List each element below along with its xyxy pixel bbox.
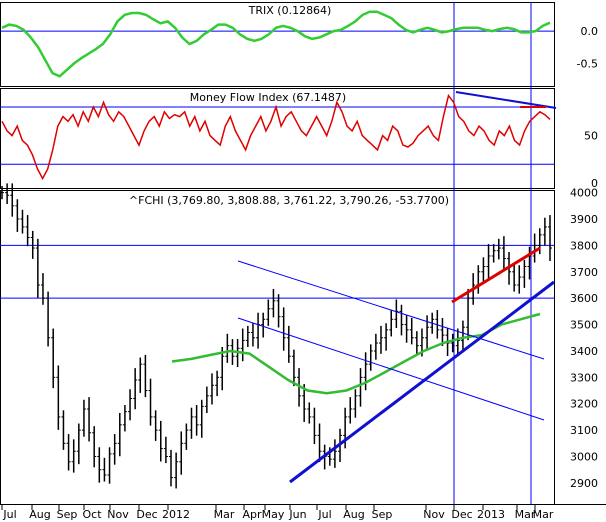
panel-frame-0 <box>0 2 555 87</box>
x-tick-label: 2013 <box>477 508 505 521</box>
moving-average-line <box>171 312 541 395</box>
x-tick-label: Mar <box>515 508 536 521</box>
x-tick-label: Aug <box>343 508 364 521</box>
x-tick-label: May <box>262 508 285 521</box>
price-y-tick: 4000 <box>570 187 598 200</box>
x-tick-label: 2012 <box>162 508 190 521</box>
price-y-tick: 3700 <box>570 266 598 279</box>
x-tick-label: Jul <box>317 508 331 521</box>
x-tick-label: Mar <box>533 508 554 521</box>
price-y-tick: 3800 <box>570 239 598 252</box>
price-y-tick: 3900 <box>570 213 598 226</box>
price-y-tick: 3600 <box>570 292 598 305</box>
mfi-divergence-blue-line <box>455 91 557 109</box>
price-y-tick: 3500 <box>570 319 598 332</box>
fchi-title: ^FCHI (3,769.80, 3,808.88, 3,761.22, 3,7… <box>129 194 449 207</box>
channel-lower-line <box>237 317 545 421</box>
x-tick-label: Dec <box>451 508 472 521</box>
panel-frame-1 <box>0 88 555 189</box>
price-y-tick: 3300 <box>570 371 598 384</box>
x-tick-label: Sep <box>372 508 393 521</box>
price-y-tick: 2900 <box>570 477 598 490</box>
x-tick-label: Sep <box>57 508 78 521</box>
x-tick-label: Oct <box>82 508 102 521</box>
x-tick-label: Jun <box>288 508 306 521</box>
mfi-y-tick: 50 <box>584 130 598 143</box>
support-trend-line <box>289 280 555 484</box>
price-y-tick: 3200 <box>570 398 598 411</box>
x-tick-label: Mar <box>214 508 235 521</box>
channel-upper-line <box>237 260 545 360</box>
x-tick-label: Jul <box>2 508 16 521</box>
price-y-tick: 3400 <box>570 345 598 358</box>
trix-y-tick: -0.5 <box>577 57 598 70</box>
x-tick-label: Dec <box>136 508 157 521</box>
price-resistance-red-line <box>451 246 541 304</box>
x-tick-label: Nov <box>107 508 129 521</box>
panel-frame-2 <box>0 190 555 505</box>
x-tick-label: Apr <box>242 508 262 521</box>
x-tick-label: Nov <box>423 508 445 521</box>
trix-title: TRIX (0.12864) <box>248 4 332 17</box>
trix-series-line <box>1 10 551 78</box>
mfi-series-line <box>1 93 551 181</box>
price-y-tick: 3100 <box>570 424 598 437</box>
x-tick-label: Aug <box>29 508 50 521</box>
trix-y-tick: 0.0 <box>581 25 599 38</box>
price-y-tick: 3000 <box>570 451 598 464</box>
mfi-title: Money Flow Index (67.1487) <box>190 91 346 104</box>
mfi-y-tick: 0 <box>591 177 598 190</box>
